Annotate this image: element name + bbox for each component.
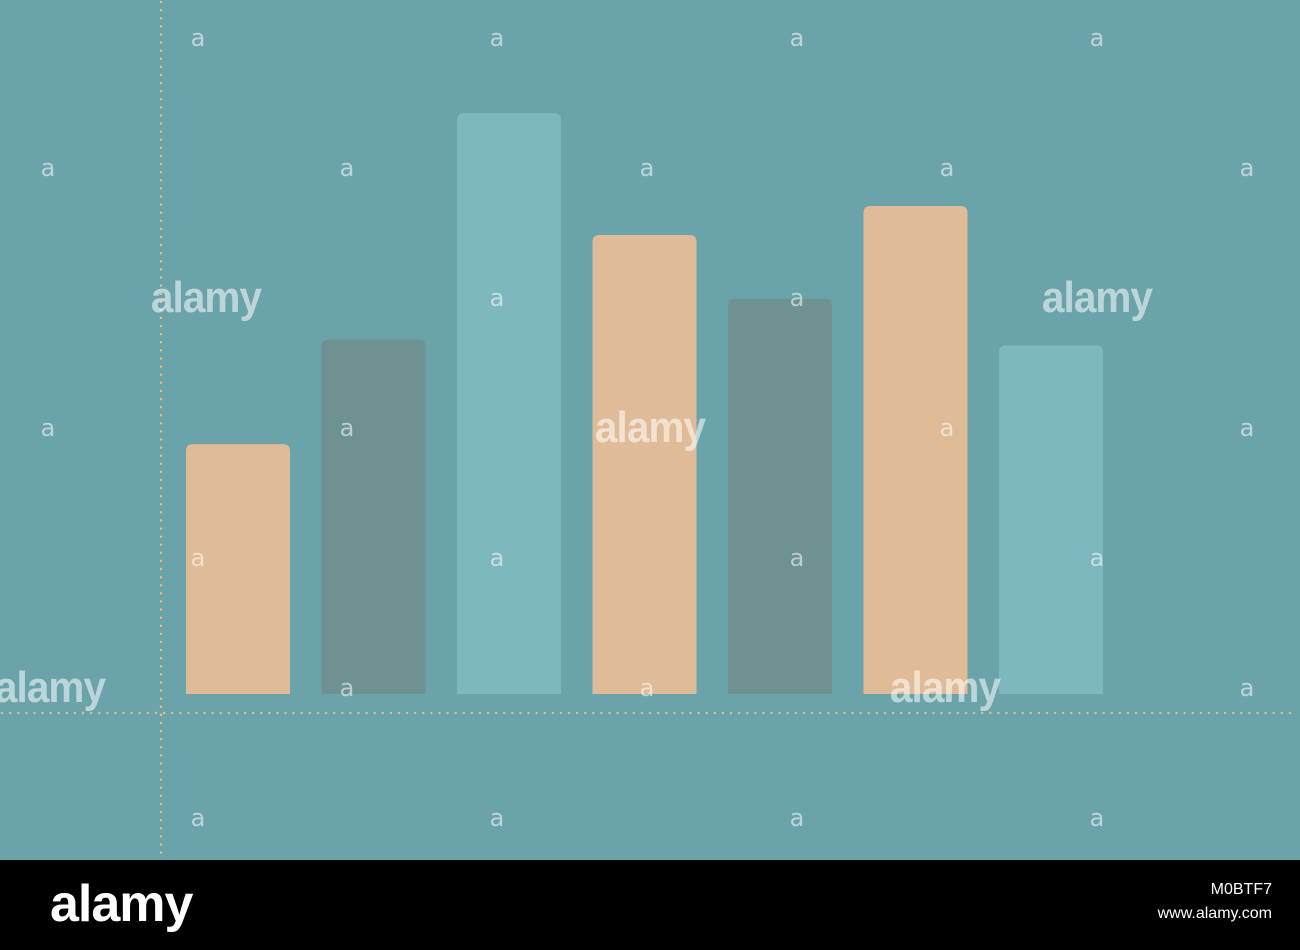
chart-area: a a a a a a a a a a a a a a a a a a a a a a a a a a alamy alamy alam… [0, 0, 1300, 860]
footer-url: www.alamy.com [1157, 905, 1272, 922]
footer-logo: alamy [50, 875, 193, 933]
bar-5 [728, 298, 832, 694]
bar-4 [592, 235, 697, 694]
bar-3 [457, 113, 561, 694]
bar-1 [186, 444, 290, 694]
image-id: M0BTF7 [1210, 881, 1272, 898]
bar-2 [321, 339, 426, 694]
bar-group [186, 113, 1103, 694]
bar-chart [0, 0, 1300, 860]
bar-7 [999, 345, 1103, 694]
footer-bar [0, 860, 1300, 950]
bar-6 [863, 205, 968, 694]
